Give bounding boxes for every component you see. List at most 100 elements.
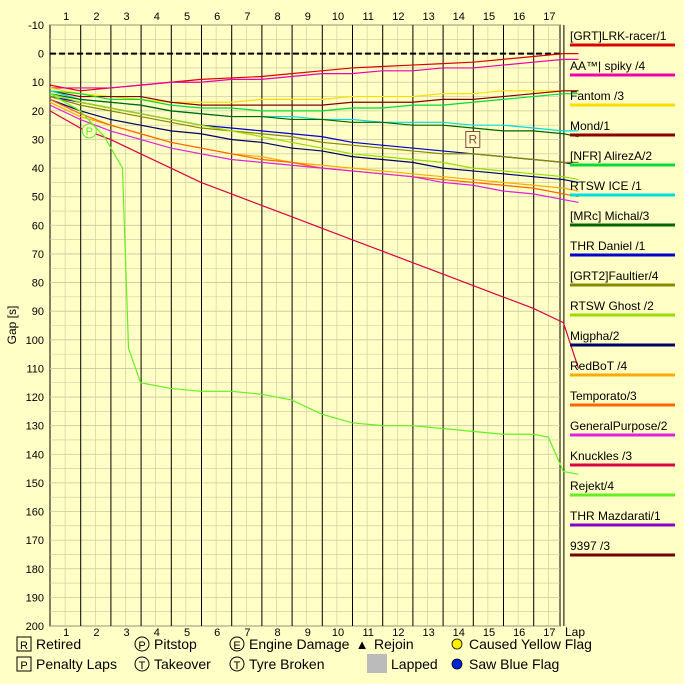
series-line xyxy=(49,90,579,112)
y-tick-label: 100 xyxy=(26,335,44,347)
legend-label: RTSW ICE /1 xyxy=(570,179,642,193)
legend-label: [NFR] AlirezA/2 xyxy=(570,149,652,163)
key-symbol: E xyxy=(233,640,240,652)
x-tick-label-bottom: 3 xyxy=(124,627,130,639)
key-symbol xyxy=(451,658,463,670)
legend-label: Knuckles /3 xyxy=(570,449,632,463)
y-tick-label: 20 xyxy=(32,106,44,118)
x-tick-label-top: 11 xyxy=(362,11,373,23)
x-tick-label-top: 6 xyxy=(214,11,220,23)
series-line xyxy=(49,53,579,92)
y-axis-label: Gap [s] xyxy=(5,306,19,345)
x-axis-label: Lap xyxy=(565,625,585,639)
x-tick-label-top: 4 xyxy=(154,11,160,23)
key-label: Rejoin xyxy=(374,636,414,652)
key-label: Saw Blue Flag xyxy=(469,656,559,672)
x-tick-label-bottom: 8 xyxy=(275,627,281,639)
series-line xyxy=(49,104,579,204)
x-tick-label-top: 1 xyxy=(63,11,69,23)
y-tick-label: -10 xyxy=(28,20,44,32)
pitstop-marker xyxy=(81,123,97,139)
legend-label: [MRc] Michal/3 xyxy=(570,209,650,223)
series-line xyxy=(49,95,579,163)
x-tick-label-bottom: 6 xyxy=(214,627,220,639)
x-tick-label-top: 15 xyxy=(483,11,495,23)
y-tick-label: 60 xyxy=(32,220,44,232)
key-symbol: T xyxy=(139,660,146,672)
y-tick-label: 120 xyxy=(26,392,44,404)
retired-marker-label: R xyxy=(468,132,477,146)
x-tick-label-bottom: 4 xyxy=(154,627,160,639)
legend-label: THR Mazdarati/1 xyxy=(570,509,661,523)
key-symbol-frame xyxy=(16,656,32,672)
key-label: Caused Yellow Flag xyxy=(469,636,592,652)
series-line xyxy=(49,98,579,183)
legend-label: RedBoT /4 xyxy=(570,359,627,373)
x-tick-label-bottom: 12 xyxy=(392,627,404,639)
legend-label: AA™| spiky /4 xyxy=(570,59,645,73)
legend-label: Temporato/3 xyxy=(570,389,637,403)
x-tick-label-bottom: 2 xyxy=(93,627,99,639)
x-tick-label-bottom: 7 xyxy=(244,627,250,639)
key-symbol xyxy=(367,654,387,673)
legend-label: Migpha/2 xyxy=(570,329,620,343)
y-tick-label: 200 xyxy=(26,621,44,633)
key-symbol: P xyxy=(20,660,27,672)
y-tick-label: 80 xyxy=(32,278,44,290)
x-tick-label-top: 7 xyxy=(244,11,250,23)
legend-label: GeneralPurpose/2 xyxy=(570,419,668,433)
x-tick-label-bottom: 15 xyxy=(483,627,495,639)
y-tick-label: 130 xyxy=(26,421,44,433)
x-tick-label-top: 5 xyxy=(184,11,190,23)
key-symbol-frame xyxy=(134,636,150,652)
key-symbol: T xyxy=(234,660,241,672)
x-tick-label-bottom: 14 xyxy=(453,627,465,639)
y-tick-label: 30 xyxy=(32,134,44,146)
x-tick-label-top: 8 xyxy=(275,11,281,23)
series-line xyxy=(49,110,580,369)
x-tick-label-bottom: 9 xyxy=(305,627,311,639)
legend-label: 9397 /3 xyxy=(570,539,610,553)
y-tick-label: 90 xyxy=(32,306,44,318)
y-tick-label: 140 xyxy=(26,449,44,461)
key-symbol-frame xyxy=(229,636,245,652)
key-symbol xyxy=(451,638,463,650)
pitstop-marker-label: P xyxy=(86,126,93,138)
key-label: Engine Damage xyxy=(249,636,350,652)
x-tick-label-top: 12 xyxy=(392,11,404,23)
y-tick-label: 110 xyxy=(26,363,44,375)
legend-label: Fantom /3 xyxy=(570,89,624,103)
y-tick-label: 50 xyxy=(32,192,44,204)
x-tick-label-bottom: 13 xyxy=(422,627,434,639)
key-label: Lapped xyxy=(391,656,438,672)
x-tick-label-top: 17 xyxy=(543,11,555,23)
key-symbol-frame xyxy=(229,656,245,672)
key-label: Retired xyxy=(36,636,81,652)
y-tick-label: 40 xyxy=(32,163,44,175)
x-tick-label-top: 16 xyxy=(513,11,525,23)
key-symbol-frame xyxy=(16,636,32,652)
x-tick-label-bottom: 10 xyxy=(332,627,344,639)
x-tick-label-bottom: 16 xyxy=(513,627,525,639)
x-tick-label-bottom: 5 xyxy=(184,627,190,639)
x-tick-label-top: 3 xyxy=(124,11,130,23)
y-tick-label: 70 xyxy=(32,249,44,261)
key-label: Pitstop xyxy=(154,636,197,652)
y-tick-label: 170 xyxy=(26,535,44,547)
x-tick-label-top: 10 xyxy=(332,11,344,23)
legend-label: THR Daniel /1 xyxy=(570,239,646,253)
y-tick-label: 180 xyxy=(26,564,44,576)
key-symbol: R xyxy=(20,640,28,652)
x-tick-label-top: 13 xyxy=(422,11,434,23)
legend-label: RTSW Ghost /2 xyxy=(570,299,654,313)
series-line xyxy=(49,90,579,106)
legend-label: Mond/1 xyxy=(570,119,610,133)
x-tick-label-bottom: 11 xyxy=(362,627,373,639)
series-line xyxy=(50,58,579,89)
retired-marker xyxy=(465,130,481,148)
y-tick-label: 160 xyxy=(26,507,44,519)
key-symbol: ▲ xyxy=(356,637,369,652)
y-tick-label: 10 xyxy=(32,77,44,89)
